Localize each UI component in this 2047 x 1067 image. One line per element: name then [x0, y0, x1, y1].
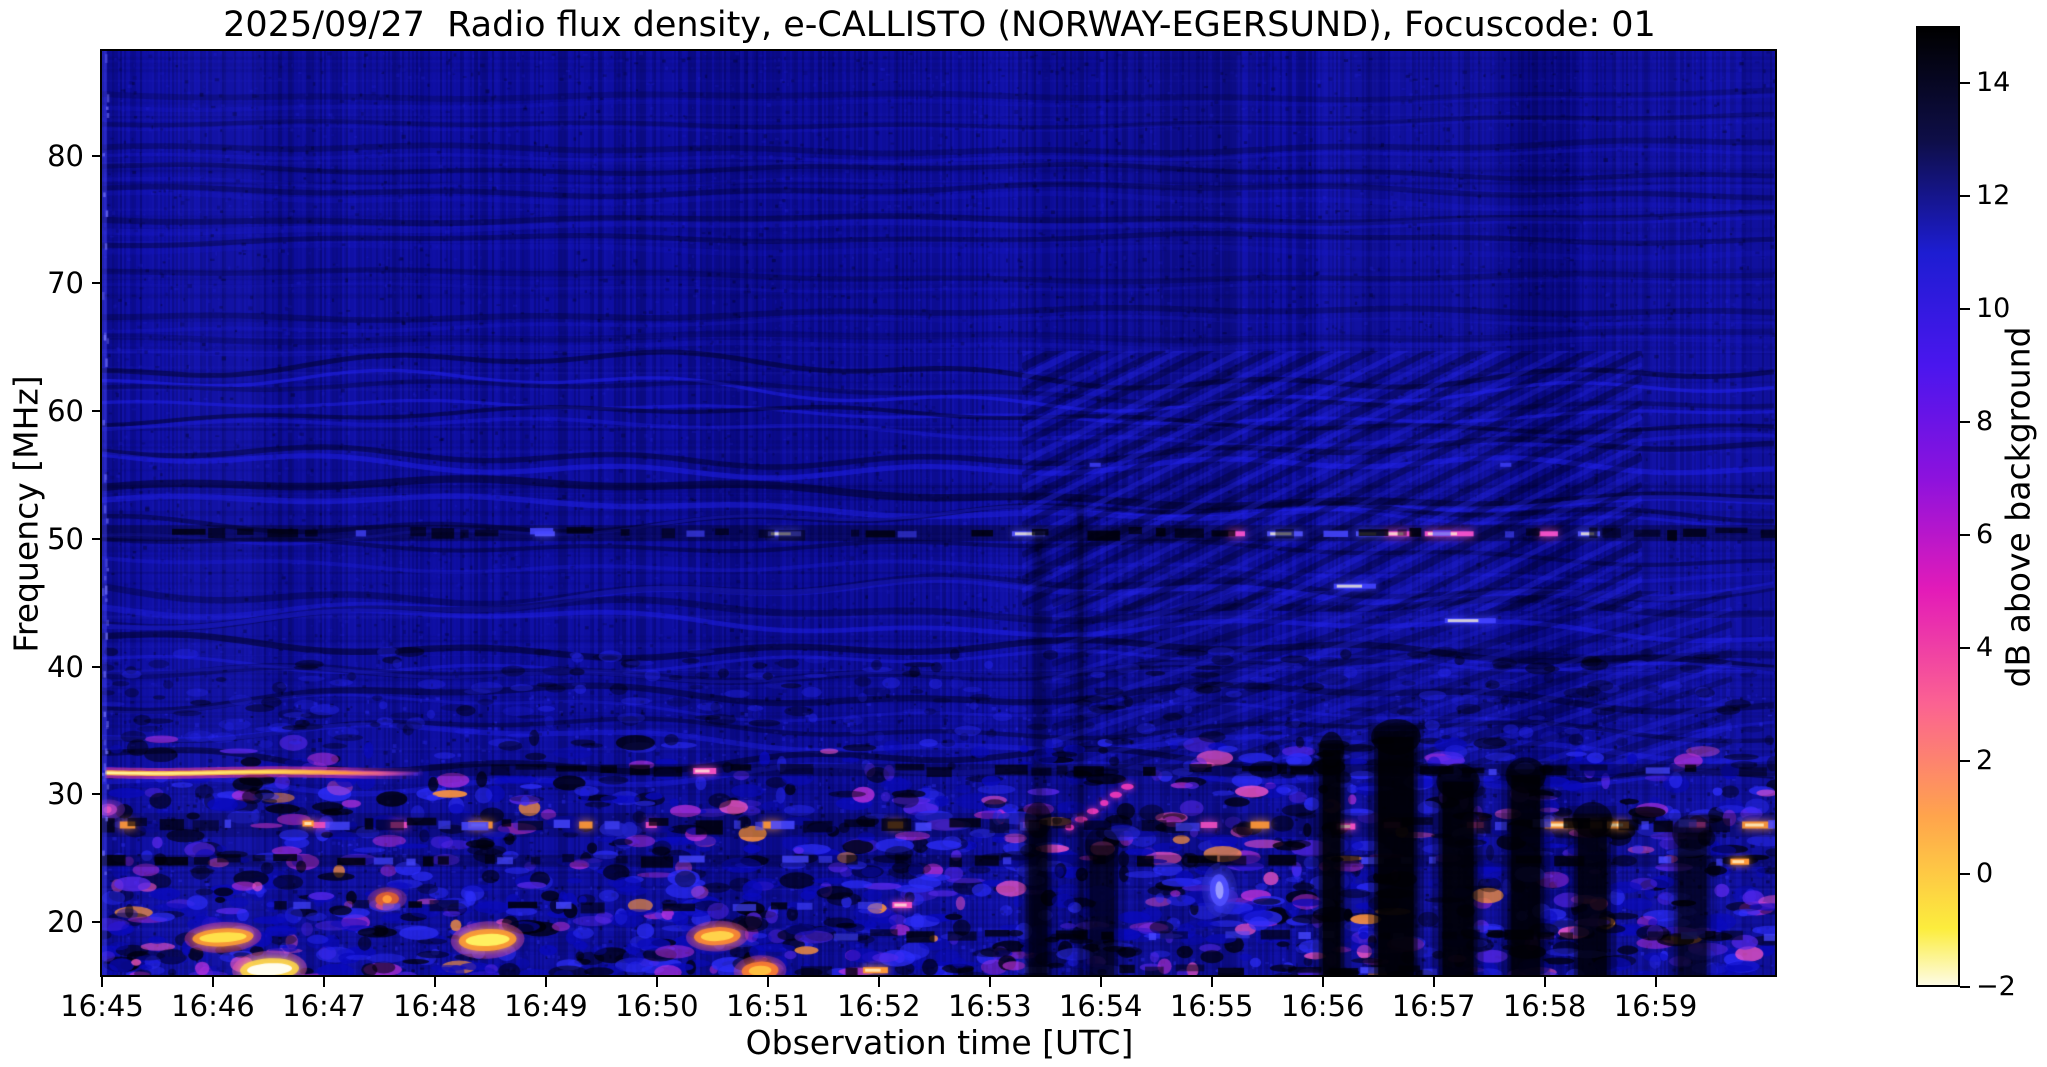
colorbar-tick-mark: [1960, 986, 1970, 988]
x-tick-label: 16:52: [836, 989, 921, 1023]
colorbar-tick-label: 2: [1976, 744, 1994, 776]
y-tick-mark: [92, 410, 102, 413]
x-axis-label: Observation time [UTC]: [745, 1023, 1134, 1062]
colorbar-tick-label: 14: [1976, 66, 2011, 98]
colorbar-tick-mark: [1960, 307, 1970, 310]
x-tick-mark: [211, 977, 214, 987]
colorbar-tick-label: −2: [1976, 971, 2016, 1002]
x-tick-mark: [433, 977, 436, 987]
colorbar-tick-mark: [1960, 194, 1970, 197]
y-tick-label: 30: [47, 777, 84, 812]
colorbar-label: dB above background: [1998, 326, 2038, 688]
y-tick-mark: [92, 665, 102, 668]
x-tick-label: 16:45: [60, 989, 144, 1023]
x-tick-label: 16:59: [1613, 989, 1698, 1023]
x-tick-mark: [1210, 977, 1213, 987]
colorbar-tick-mark: [1960, 533, 1970, 536]
x-tick-label: 16:56: [1280, 989, 1365, 1023]
x-tick-mark: [1099, 977, 1102, 987]
x-tick-mark: [1543, 977, 1546, 987]
x-tick-mark: [322, 977, 325, 987]
y-tick-mark: [92, 793, 102, 796]
colorbar-tick-mark: [1960, 759, 1970, 762]
x-tick-label: 16:48: [393, 989, 477, 1023]
x-tick-label: 16:49: [504, 989, 588, 1023]
x-tick-mark: [1654, 977, 1657, 987]
x-tick-mark: [1432, 977, 1435, 987]
x-tick-label: 16:58: [1502, 989, 1587, 1023]
y-tick-label: 70: [47, 266, 84, 301]
colorbar-tick-label: 8: [1976, 405, 1994, 437]
chart-title: 2025/09/27 Radio flux density, e-CALLIST…: [223, 5, 1656, 45]
colorbar-tick-mark: [1960, 420, 1970, 423]
spectrogram-canvas: [102, 51, 1777, 977]
x-tick-mark: [1321, 977, 1324, 987]
colorbar-tick-label: 6: [1976, 518, 1994, 550]
x-tick-label: 16:51: [726, 989, 810, 1023]
x-tick-label: 16:46: [171, 989, 255, 1023]
y-tick-label: 80: [47, 138, 84, 173]
x-tick-mark: [655, 977, 658, 987]
x-tick-mark: [766, 977, 769, 987]
x-tick-label: 16:57: [1391, 989, 1476, 1023]
x-tick-mark: [988, 977, 991, 987]
y-tick-label: 60: [47, 394, 84, 429]
y-tick-mark: [92, 154, 102, 157]
colorbar-tick-mark: [1960, 646, 1970, 649]
colorbar-tick-label: 0: [1976, 857, 1994, 889]
y-tick-mark: [92, 282, 102, 285]
y-tick-label: 50: [47, 521, 84, 556]
colorbar: [1916, 26, 1960, 987]
x-tick-label: 16:54: [1058, 989, 1143, 1023]
colorbar-tick-label: 12: [1976, 179, 2011, 211]
x-tick-label: 16:47: [282, 989, 366, 1023]
x-tick-mark: [101, 977, 103, 987]
colorbar-tick-label: 10: [1976, 292, 2011, 324]
y-tick-label: 40: [47, 649, 84, 684]
y-tick-mark: [92, 537, 102, 540]
x-tick-label: 16:50: [615, 989, 699, 1023]
colorbar-tick-mark: [1960, 872, 1970, 875]
colorbar-tick-label: 4: [1976, 631, 1994, 663]
x-tick-mark: [877, 977, 880, 987]
colorbar-tick-mark: [1960, 81, 1970, 84]
y-tick-mark: [92, 921, 102, 924]
x-tick-mark: [544, 977, 547, 987]
x-tick-label: 16:55: [1169, 989, 1254, 1023]
x-tick-label: 16:53: [947, 989, 1032, 1023]
y-tick-label: 20: [47, 905, 84, 940]
